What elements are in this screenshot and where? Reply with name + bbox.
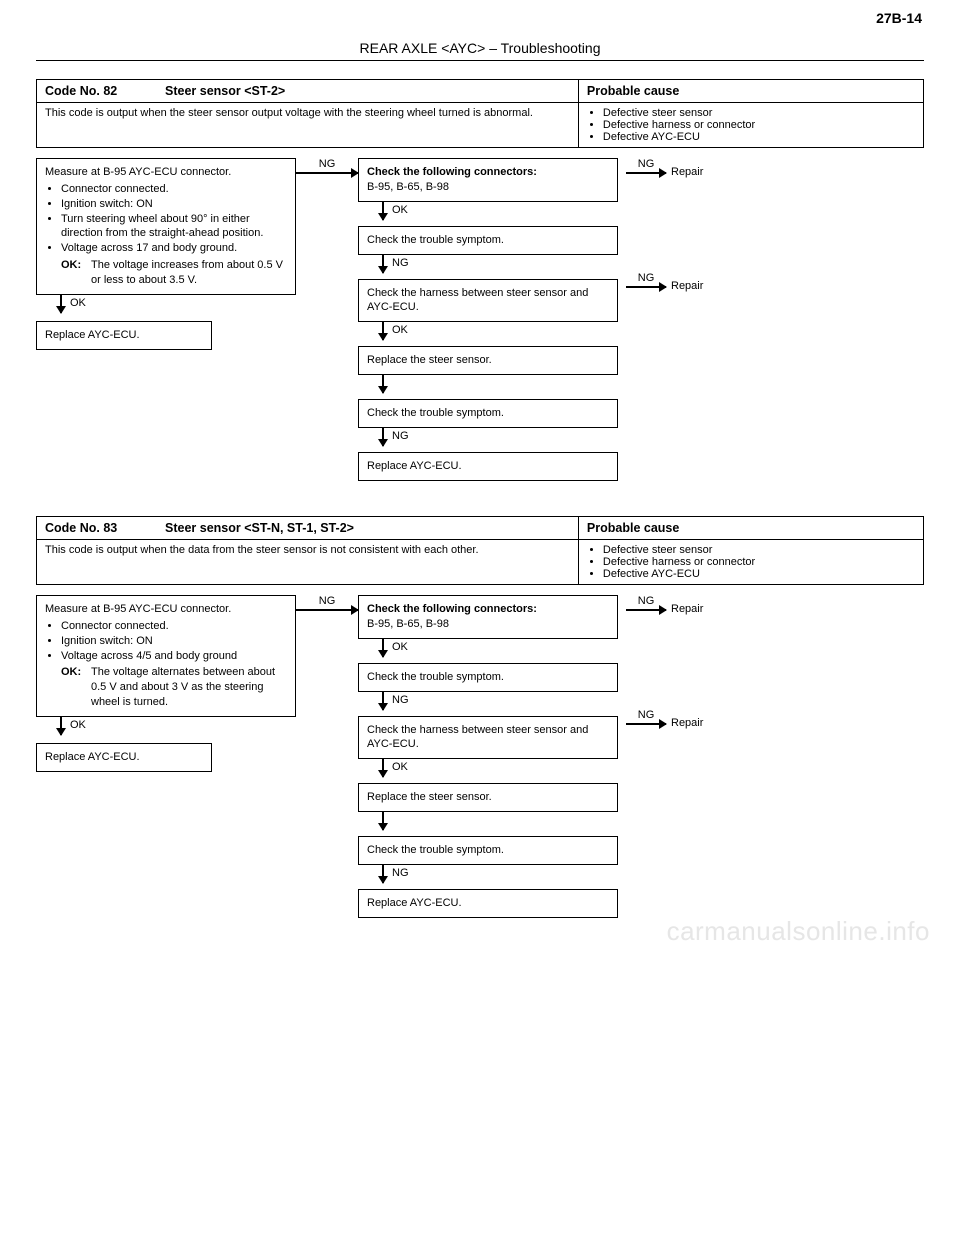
arrow-right-icon [296,172,358,174]
watermark: carmanualsonline.info [667,916,930,947]
ok-text: The voltage increases from about 0.5 V o… [91,258,287,288]
arrow-down-icon [382,812,384,830]
ng-branch-label: NG [296,595,358,607]
arrow-right-icon [626,172,666,174]
probable-cause-label: Probable cause [579,80,923,102]
arrow-down-icon [382,865,384,883]
cause-item: Defective harness or connector [603,556,915,568]
arrow-down-icon [382,692,384,710]
ok-branch-label: OK [392,761,408,773]
arrow-down-icon [60,717,62,735]
ng-branch-label: NG [626,272,666,284]
cause-item: Defective steer sensor [603,544,915,556]
replace-ecu-box: Replace AYC-ECU. [36,743,212,772]
check-symptom-box-2: Check the trouble symptom. [358,399,618,428]
measure-bullet: Ignition switch: ON [61,197,287,212]
code-title: Steer sensor <ST-2> [165,84,285,98]
ok-label: OK: [61,665,91,710]
ok-branch-label: OK [392,324,408,336]
arrow-down-icon [382,202,384,220]
arrow-down-icon [382,375,384,393]
ng-branch-label: NG [392,430,409,442]
section-83: Code No. 83 Steer sensor <ST-N, ST-1, ST… [36,516,924,935]
code-title: Steer sensor <ST-N, ST-1, ST-2> [165,521,354,535]
connector-list: B-95, B-65, B-98 [367,618,449,630]
replace-ecu-box: Replace AYC-ECU. [36,321,212,350]
repair-label: Repair [671,717,703,729]
ok-branch-label: OK [392,641,408,653]
probable-causes: Defective steer sensor Defective harness… [579,540,923,584]
measure-bullet: Voltage across 4/5 and body ground [61,649,287,664]
ok-text: The voltage alternates between about 0.5… [91,665,287,710]
ng-branch-label: NG [626,595,666,607]
page: 27B-14 REAR AXLE <AYC> – Troubleshooting… [0,0,960,955]
measure-bullet: Ignition switch: ON [61,634,287,649]
ok-branch-label: OK [70,297,86,309]
arrow-right-icon [296,609,358,611]
section-82: Code No. 82 Steer sensor <ST-2> Probable… [36,79,924,498]
measure-title: Measure at B-95 AYC-ECU connector. [45,166,231,178]
connector-list: B-95, B-65, B-98 [367,181,449,193]
measure-bullet: Connector connected. [61,182,287,197]
ng-branch-label: NG [392,694,409,706]
chapter-title: REAR AXLE <AYC> – Troubleshooting [36,40,924,56]
arrow-right-icon [626,286,666,288]
cause-item: Defective AYC-ECU [603,131,915,143]
section-desc: This code is output when the data from t… [37,540,579,584]
measure-title: Measure at B-95 AYC-ECU connector. [45,603,231,615]
chapter-header: REAR AXLE <AYC> – Troubleshooting [36,40,924,61]
arrow-down-icon [382,639,384,657]
ng-branch-label: NG [296,158,358,170]
header-rule [36,60,924,61]
ok-branch-label: OK [70,719,86,731]
ok-branch-label: OK [392,204,408,216]
code-label: Code No. 83 [45,521,165,535]
measure-box: Measure at B-95 AYC-ECU connector. Conne… [36,158,296,295]
check-harness-box: Check the harness between steer sensor a… [358,279,618,323]
check-connectors-label: Check the following connectors: [367,603,537,615]
measure-bullet: Turn steering wheel about 90° in either … [61,212,287,242]
check-connectors-label: Check the following connectors: [367,166,537,178]
arrow-down-icon [382,322,384,340]
arrow-down-icon [382,428,384,446]
check-connectors-box: Check the following connectors: B-95, B-… [358,158,618,202]
measure-box: Measure at B-95 AYC-ECU connector. Conne… [36,595,296,717]
check-symptom-box: Check the trouble symptom. [358,226,618,255]
ng-branch-label: NG [626,158,666,170]
replace-ecu-box-2: Replace AYC-ECU. [358,889,618,918]
probable-cause-label: Probable cause [579,517,923,539]
flow-diagram: Measure at B-95 AYC-ECU connector. Conne… [36,158,924,498]
arrow-down-icon [382,759,384,777]
measure-bullet: Voltage across 17 and body ground. [61,241,287,256]
repair-label: Repair [671,603,703,615]
arrow-right-icon [626,723,666,725]
ng-branch-label: NG [626,709,666,721]
repair-label: Repair [671,280,703,292]
ok-label: OK: [61,258,91,288]
ng-branch-label: NG [392,867,409,879]
repair-label: Repair [671,166,703,178]
page-number: 27B-14 [876,10,922,26]
check-symptom-box-2: Check the trouble symptom. [358,836,618,865]
replace-steer-sensor-box: Replace the steer sensor. [358,783,618,812]
code-label: Code No. 82 [45,84,165,98]
section-desc: This code is output when the steer senso… [37,103,579,147]
check-symptom-box: Check the trouble symptom. [358,663,618,692]
probable-causes: Defective steer sensor Defective harness… [579,103,923,147]
cause-item: Defective steer sensor [603,107,915,119]
check-harness-box: Check the harness between steer sensor a… [358,716,618,760]
check-connectors-box: Check the following connectors: B-95, B-… [358,595,618,639]
flow-diagram: Measure at B-95 AYC-ECU connector. Conne… [36,595,924,935]
replace-ecu-box-2: Replace AYC-ECU. [358,452,618,481]
arrow-down-icon [60,295,62,313]
cause-item: Defective AYC-ECU [603,568,915,580]
arrow-down-icon [382,255,384,273]
ng-branch-label: NG [392,257,409,269]
replace-steer-sensor-box: Replace the steer sensor. [358,346,618,375]
cause-item: Defective harness or connector [603,119,915,131]
arrow-right-icon [626,609,666,611]
measure-bullet: Connector connected. [61,619,287,634]
